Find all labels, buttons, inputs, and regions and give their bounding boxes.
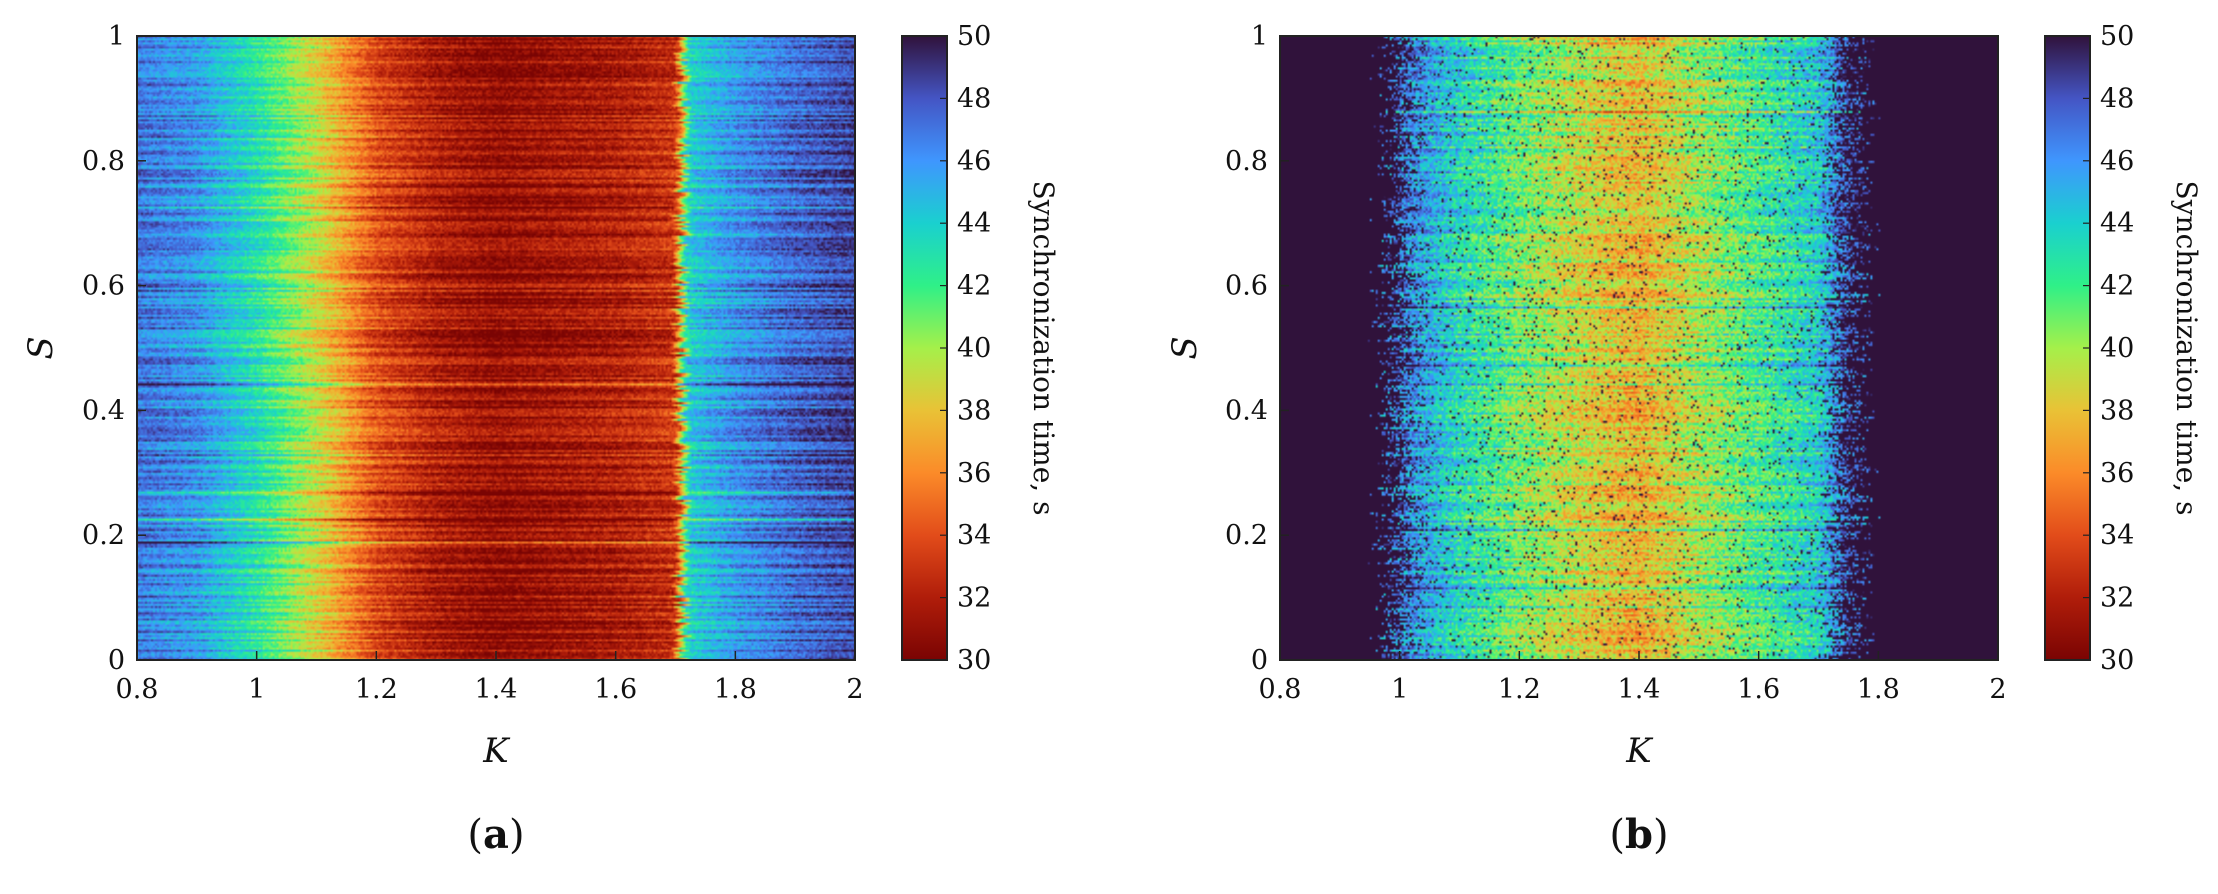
colorbar-tick-label: 50 bbox=[957, 21, 991, 52]
y-tick-label: 0.6 bbox=[82, 271, 125, 302]
panel-a: 0.8 1 1.2 1.4 1.6 1.8 2 00.20.40.60.81 K S 303… bbox=[21, 21, 1060, 858]
colorbar-tick-label: 46 bbox=[957, 146, 991, 177]
colorbar-a bbox=[901, 35, 948, 661]
colorbar-ticks-b: 30 32 34 36 38 40 42 44 46 48 50 bbox=[2083, 21, 2134, 676]
colorbar-tick-label: 38 bbox=[2100, 395, 2134, 426]
x-tick-label: 1.6 bbox=[594, 674, 637, 705]
colorbar-tick-label: 30 bbox=[2100, 645, 2134, 676]
colorbar-tick-label: 32 bbox=[2100, 583, 2134, 614]
y-tick-label: 0 bbox=[1251, 645, 1268, 676]
x-tick-label: 1.4 bbox=[475, 674, 518, 705]
y-ticks-a: 0 0.2 0.4 0.6 0.8 1 bbox=[82, 21, 146, 676]
panel-b: 0.8 1 1.2 1.4 1.6 1.8 2 00.20.40.60.81 K S 303… bbox=[1165, 21, 2203, 858]
panel-label-b: (b) bbox=[1609, 811, 1668, 858]
panel-letter-a: a bbox=[483, 811, 509, 858]
colorbar-tick-label: 48 bbox=[957, 83, 991, 114]
y-tick-label: 0.4 bbox=[1225, 395, 1268, 426]
y-tick-label: 0.4 bbox=[82, 395, 125, 426]
panel-label-a: (a) bbox=[467, 811, 524, 858]
colorbar-tick-label: 36 bbox=[957, 458, 991, 489]
colorbar-tick-label: 32 bbox=[957, 583, 991, 614]
x-tick-label: 1 bbox=[248, 674, 265, 705]
heatmap-image-a bbox=[137, 36, 855, 660]
colorbar-tick-label: 40 bbox=[957, 333, 991, 364]
heatmap-image-b bbox=[1280, 36, 1998, 660]
y-tick-label: 0.6 bbox=[1225, 271, 1268, 302]
colorbar-label-a: Synchronization time, s bbox=[1027, 181, 1060, 516]
x-tick-label: 2 bbox=[1989, 674, 2006, 705]
y-axis-label-a: S bbox=[21, 336, 61, 359]
colorbar-tick-label: 50 bbox=[2100, 21, 2134, 52]
x-tick-label: 0.8 bbox=[1259, 674, 1302, 705]
x-ticks-a: 0.8 1 1.2 1.4 1.6 1.8 2 bbox=[116, 651, 864, 705]
colorbar-tick-label: 36 bbox=[2100, 458, 2134, 489]
x-tick-label: 1.2 bbox=[355, 674, 398, 705]
x-ticks-b: 0.8 1 1.2 1.4 1.6 1.8 2 bbox=[1259, 651, 2007, 705]
panel-letter-b: b bbox=[1625, 811, 1653, 858]
colorbar-ticks-a: 30 32 34 36 38 40 42 44 46 48 50 bbox=[940, 21, 991, 676]
y-axis-label-b: S bbox=[1165, 336, 1205, 359]
y-tick-label: 1 bbox=[108, 21, 125, 52]
colorbar-tick-label: 38 bbox=[957, 395, 991, 426]
y-tick-label: 0.2 bbox=[1225, 520, 1268, 551]
x-tick-label: 1.2 bbox=[1498, 674, 1541, 705]
colorbar-tick-label: 44 bbox=[2100, 208, 2134, 239]
x-tick-label: 1 bbox=[1391, 674, 1408, 705]
y-tick-label: 1 bbox=[1251, 21, 1268, 52]
x-tick-label: 1.4 bbox=[1618, 674, 1661, 705]
colorbar-tick-label: 46 bbox=[2100, 146, 2134, 177]
x-tick-label: 1.6 bbox=[1737, 674, 1780, 705]
x-axis-label-a: K bbox=[482, 731, 511, 771]
y-tick-label: 0.8 bbox=[82, 146, 125, 177]
colorbar-tick-label: 40 bbox=[2100, 333, 2134, 364]
y-tick-label: 0.2 bbox=[82, 520, 125, 551]
x-axis-label-b: K bbox=[1625, 731, 1654, 771]
x-tick-label: 0.8 bbox=[116, 674, 159, 705]
y-tick-label: 0 bbox=[108, 645, 125, 676]
y-ticks-b: 0 0.2 0.4 0.6 0.8 1 bbox=[1225, 21, 1289, 676]
x-tick-label: 2 bbox=[846, 674, 863, 705]
colorbar-tick-label: 34 bbox=[957, 520, 991, 551]
colorbar-tick-label: 42 bbox=[2100, 271, 2134, 302]
colorbar-tick-label: 30 bbox=[957, 645, 991, 676]
x-tick-label: 1.8 bbox=[1857, 674, 1900, 705]
colorbar-tick-label: 44 bbox=[957, 208, 991, 239]
colorbar-tick-label: 48 bbox=[2100, 83, 2134, 114]
x-tick-label: 1.8 bbox=[714, 674, 757, 705]
colorbar-tick-label: 42 bbox=[957, 271, 991, 302]
colorbar-label-b: Synchronization time, s bbox=[2170, 181, 2203, 516]
colorbar-tick-label: 34 bbox=[2100, 520, 2134, 551]
y-tick-label: 0.8 bbox=[1225, 146, 1268, 177]
